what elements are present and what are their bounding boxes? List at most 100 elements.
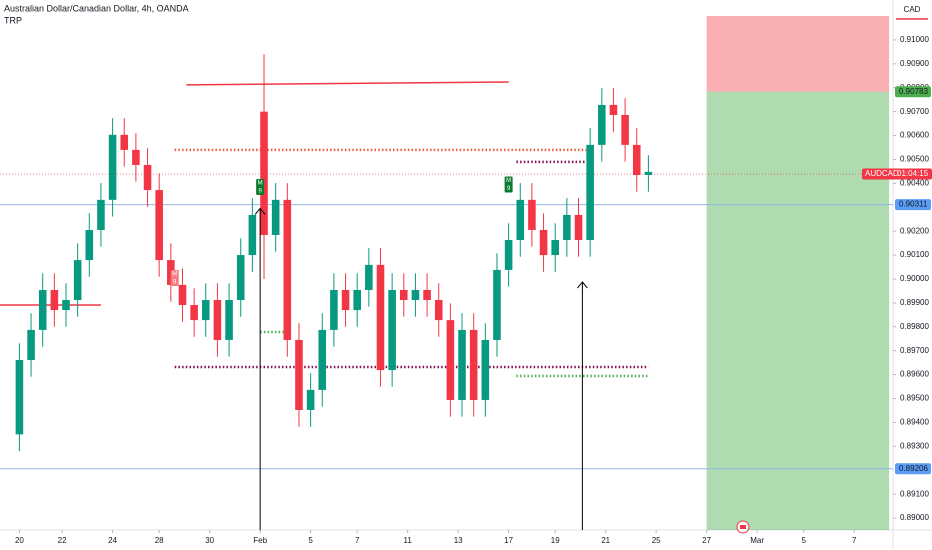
candle-body — [539, 229, 548, 256]
candle-body — [423, 289, 431, 301]
candle-body — [15, 360, 24, 435]
y-tick-label: 0.89100 — [900, 489, 929, 498]
candle-body — [528, 199, 536, 230]
flag-icon — [736, 520, 750, 534]
y-tick-label: 0.89700 — [900, 346, 929, 355]
x-tick-label: 21 — [601, 536, 610, 545]
candle-body — [644, 171, 653, 175]
candle-body — [481, 339, 490, 400]
candle-body — [516, 199, 525, 241]
y-tick-label: 0.89000 — [900, 513, 929, 522]
candle-body — [38, 289, 47, 330]
level-line — [186, 81, 509, 86]
candle-body — [574, 214, 583, 241]
indicator-name: TRP — [4, 15, 22, 25]
candle-body — [400, 289, 408, 301]
y-tick-label: 0.90200 — [900, 226, 929, 235]
price-label: 0.90311 — [899, 200, 928, 209]
candle-body — [341, 289, 350, 311]
plot: M 9 M 9 M 9 — [0, 16, 893, 530]
candle-body — [598, 104, 606, 145]
candle-body — [236, 255, 245, 301]
signal-marker — [170, 270, 179, 287]
x-tick-label: 5 — [308, 536, 313, 545]
x-tick-label: 20 — [15, 536, 24, 545]
chart-title: Australian Dollar/Canadian Dollar, 4h, O… — [4, 3, 189, 13]
candle-body — [353, 289, 361, 311]
candle-body — [434, 300, 443, 321]
candle-body — [295, 339, 303, 410]
last-countdown: 01:04:15 — [897, 169, 929, 178]
candle-body — [73, 260, 82, 301]
x-tick-label: 7 — [852, 536, 857, 545]
candle-body — [143, 164, 152, 191]
x-tick-label: 30 — [205, 536, 214, 545]
target-zone — [706, 91, 890, 530]
candle-body — [97, 199, 105, 230]
signal-text: M — [172, 272, 177, 278]
signal-text: M — [506, 178, 511, 184]
x-tick-label: 11 — [404, 536, 413, 545]
y-tick-label: 0.90100 — [900, 250, 929, 259]
candle-body — [132, 149, 140, 165]
candle-body — [201, 300, 210, 321]
candle-body — [376, 264, 385, 371]
candle-body — [190, 305, 198, 321]
candle-body — [318, 329, 327, 390]
candle-body — [609, 104, 618, 115]
y-tick-label: 0.89600 — [900, 370, 929, 379]
x-tick-label: 27 — [702, 536, 711, 545]
candle-body — [27, 329, 35, 361]
x-tick-label: 7 — [355, 536, 360, 545]
price-label: 0.89206 — [899, 464, 928, 473]
arrow-head — [577, 281, 588, 289]
signal-marker — [504, 176, 513, 193]
candle-body — [365, 264, 373, 290]
candle-body — [563, 214, 571, 241]
candle-body — [632, 144, 641, 175]
candle-body — [50, 289, 59, 311]
y-tick-label: 0.90400 — [900, 178, 929, 187]
x-tick-label: 19 — [551, 536, 560, 545]
last-symbol: AUDCAD — [865, 169, 899, 178]
candle-body — [551, 240, 559, 256]
candle-body — [271, 199, 280, 235]
candle-body — [283, 199, 292, 340]
signal-marker — [256, 178, 265, 195]
candle-body — [213, 300, 222, 340]
candle-body — [62, 300, 70, 311]
candle-body — [85, 229, 94, 261]
y-tick-label: 0.90500 — [900, 155, 929, 164]
candle-body — [225, 300, 233, 340]
x-tick-label: 5 — [801, 536, 806, 545]
arrow-head — [254, 207, 266, 215]
y-tick-label: 0.91000 — [900, 35, 929, 44]
y-tick-label: 0.89300 — [900, 441, 929, 450]
price-label-box — [895, 86, 931, 98]
x-tick-label: Feb — [253, 536, 267, 545]
candle-body — [493, 269, 501, 340]
x-tick-label: 22 — [58, 536, 67, 545]
candle-body — [469, 329, 478, 400]
currency-label: CAD — [904, 5, 921, 14]
y-tick-label: 0.90900 — [900, 59, 929, 68]
candle-body — [586, 144, 594, 241]
x-tick-label: 24 — [108, 536, 117, 545]
x-tick-label: 25 — [652, 536, 661, 545]
y-tick-label: 0.89500 — [900, 394, 929, 403]
last-price-box — [862, 168, 932, 180]
signal-text: 9 — [173, 280, 177, 286]
signal-text: 9 — [258, 189, 262, 195]
stop-zone — [706, 16, 890, 92]
candle-body — [330, 289, 338, 330]
x-tick-label: Mar — [750, 536, 764, 545]
candle-body — [306, 389, 315, 410]
price-label-box — [895, 463, 931, 475]
price-label-box — [895, 199, 931, 211]
candle-body — [621, 114, 629, 145]
candle-body — [504, 240, 513, 270]
y-tick-label: 0.90000 — [900, 274, 929, 283]
y-tick-label: 0.89800 — [900, 322, 929, 331]
